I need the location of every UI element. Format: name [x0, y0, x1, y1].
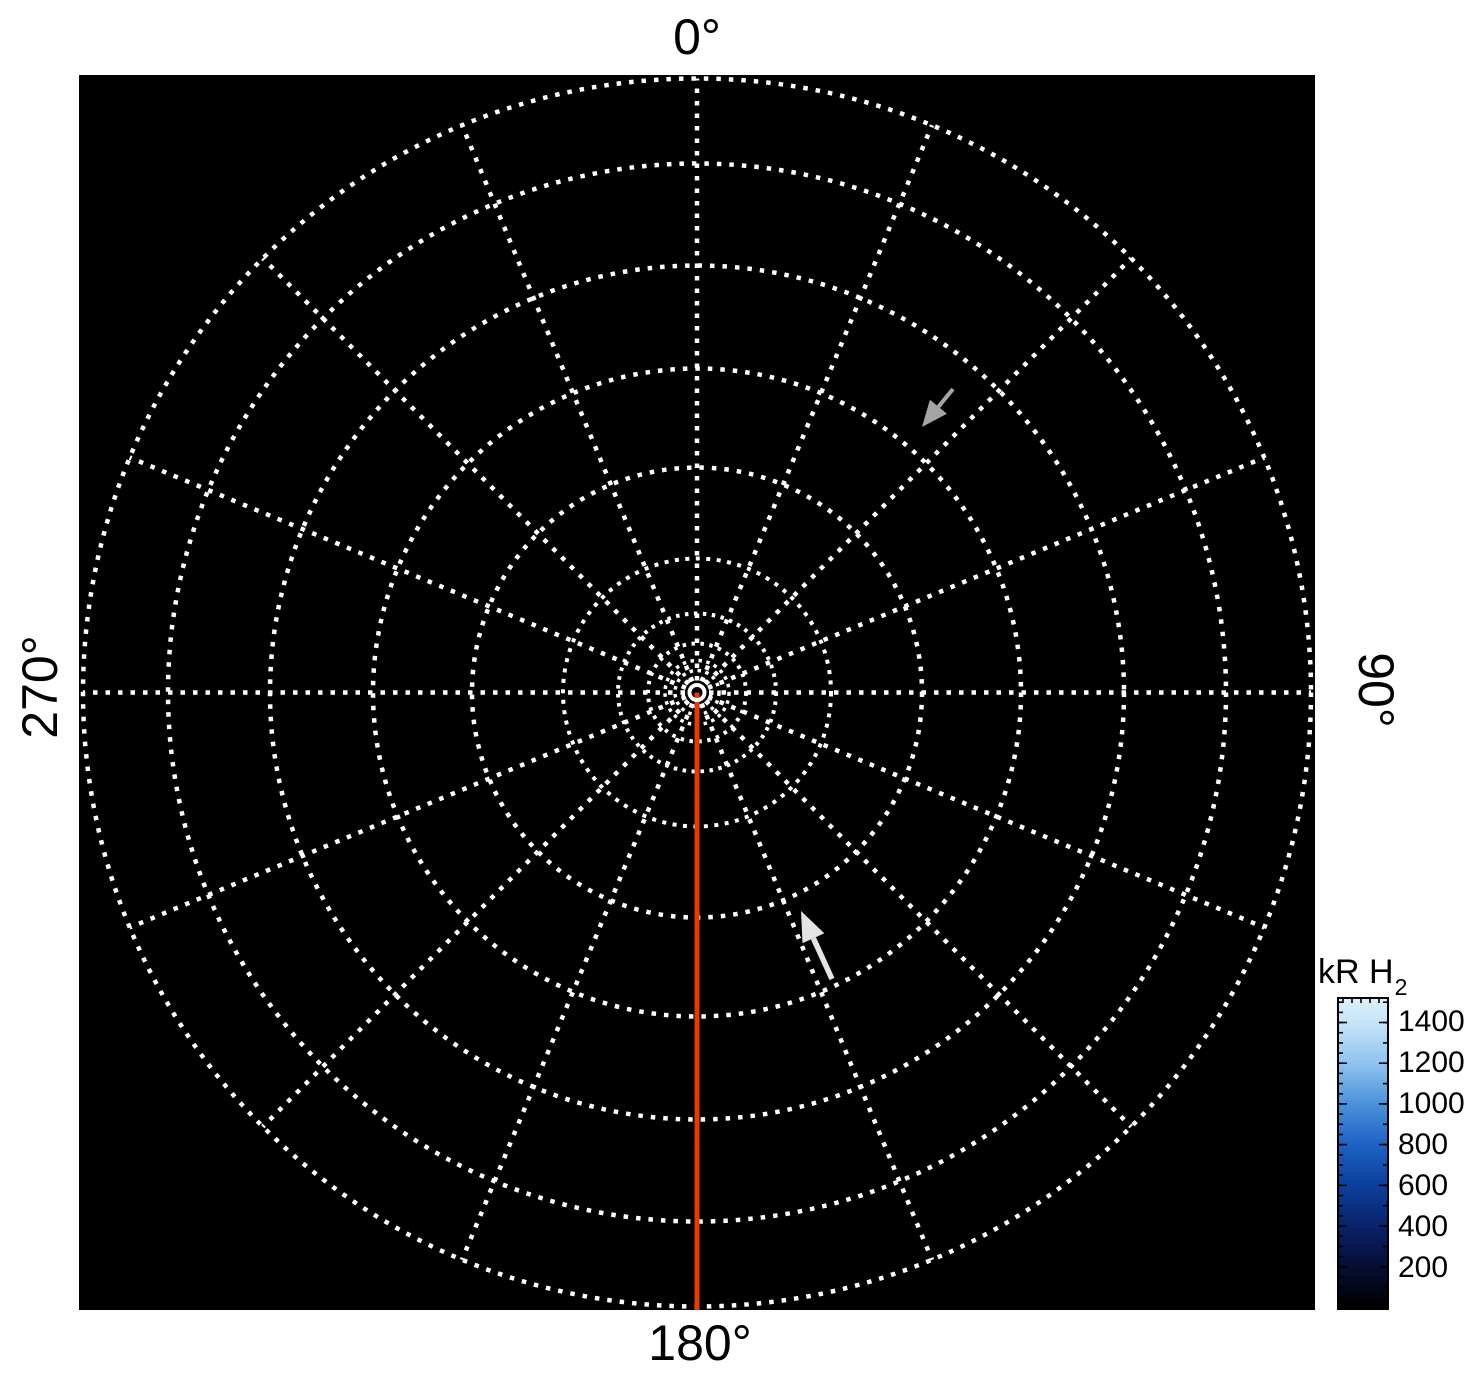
- upper-arrow-icon: [922, 387, 955, 427]
- colorbar-tick-label: 600: [1398, 1169, 1449, 1202]
- colorbar: [1337, 997, 1389, 1310]
- angle-label-180: 180°: [648, 1315, 752, 1371]
- colorbar-tick-label: 200: [1398, 1251, 1449, 1284]
- colorbar-tick-label: 400: [1398, 1210, 1449, 1243]
- angle-label-270: 270°: [12, 635, 68, 739]
- colorbar-tick-label: 1400: [1398, 1005, 1465, 1038]
- colorbar-tick-label: 1000: [1398, 1087, 1465, 1120]
- colorbar-title-text: kR H: [1318, 953, 1394, 991]
- colorbar-ticks: [1339, 999, 1387, 1308]
- colorbar-title-subscript: 2: [1394, 973, 1408, 1000]
- angle-label-90: 90°: [1348, 652, 1404, 728]
- angle-label-0: 0°: [673, 9, 721, 65]
- polar-grid-svg: [80, 76, 1314, 1310]
- colorbar-tick-label: 1200: [1398, 1046, 1465, 1079]
- colorbar-tick-label: 800: [1398, 1128, 1449, 1161]
- lower-arrow-icon: [801, 911, 835, 981]
- polar-plot-area: [79, 75, 1315, 1310]
- pole-marker-ring: [687, 683, 707, 702]
- grid-radial-lines: [83, 78, 1311, 1307]
- colorbar-title: kR H2: [1318, 953, 1408, 1000]
